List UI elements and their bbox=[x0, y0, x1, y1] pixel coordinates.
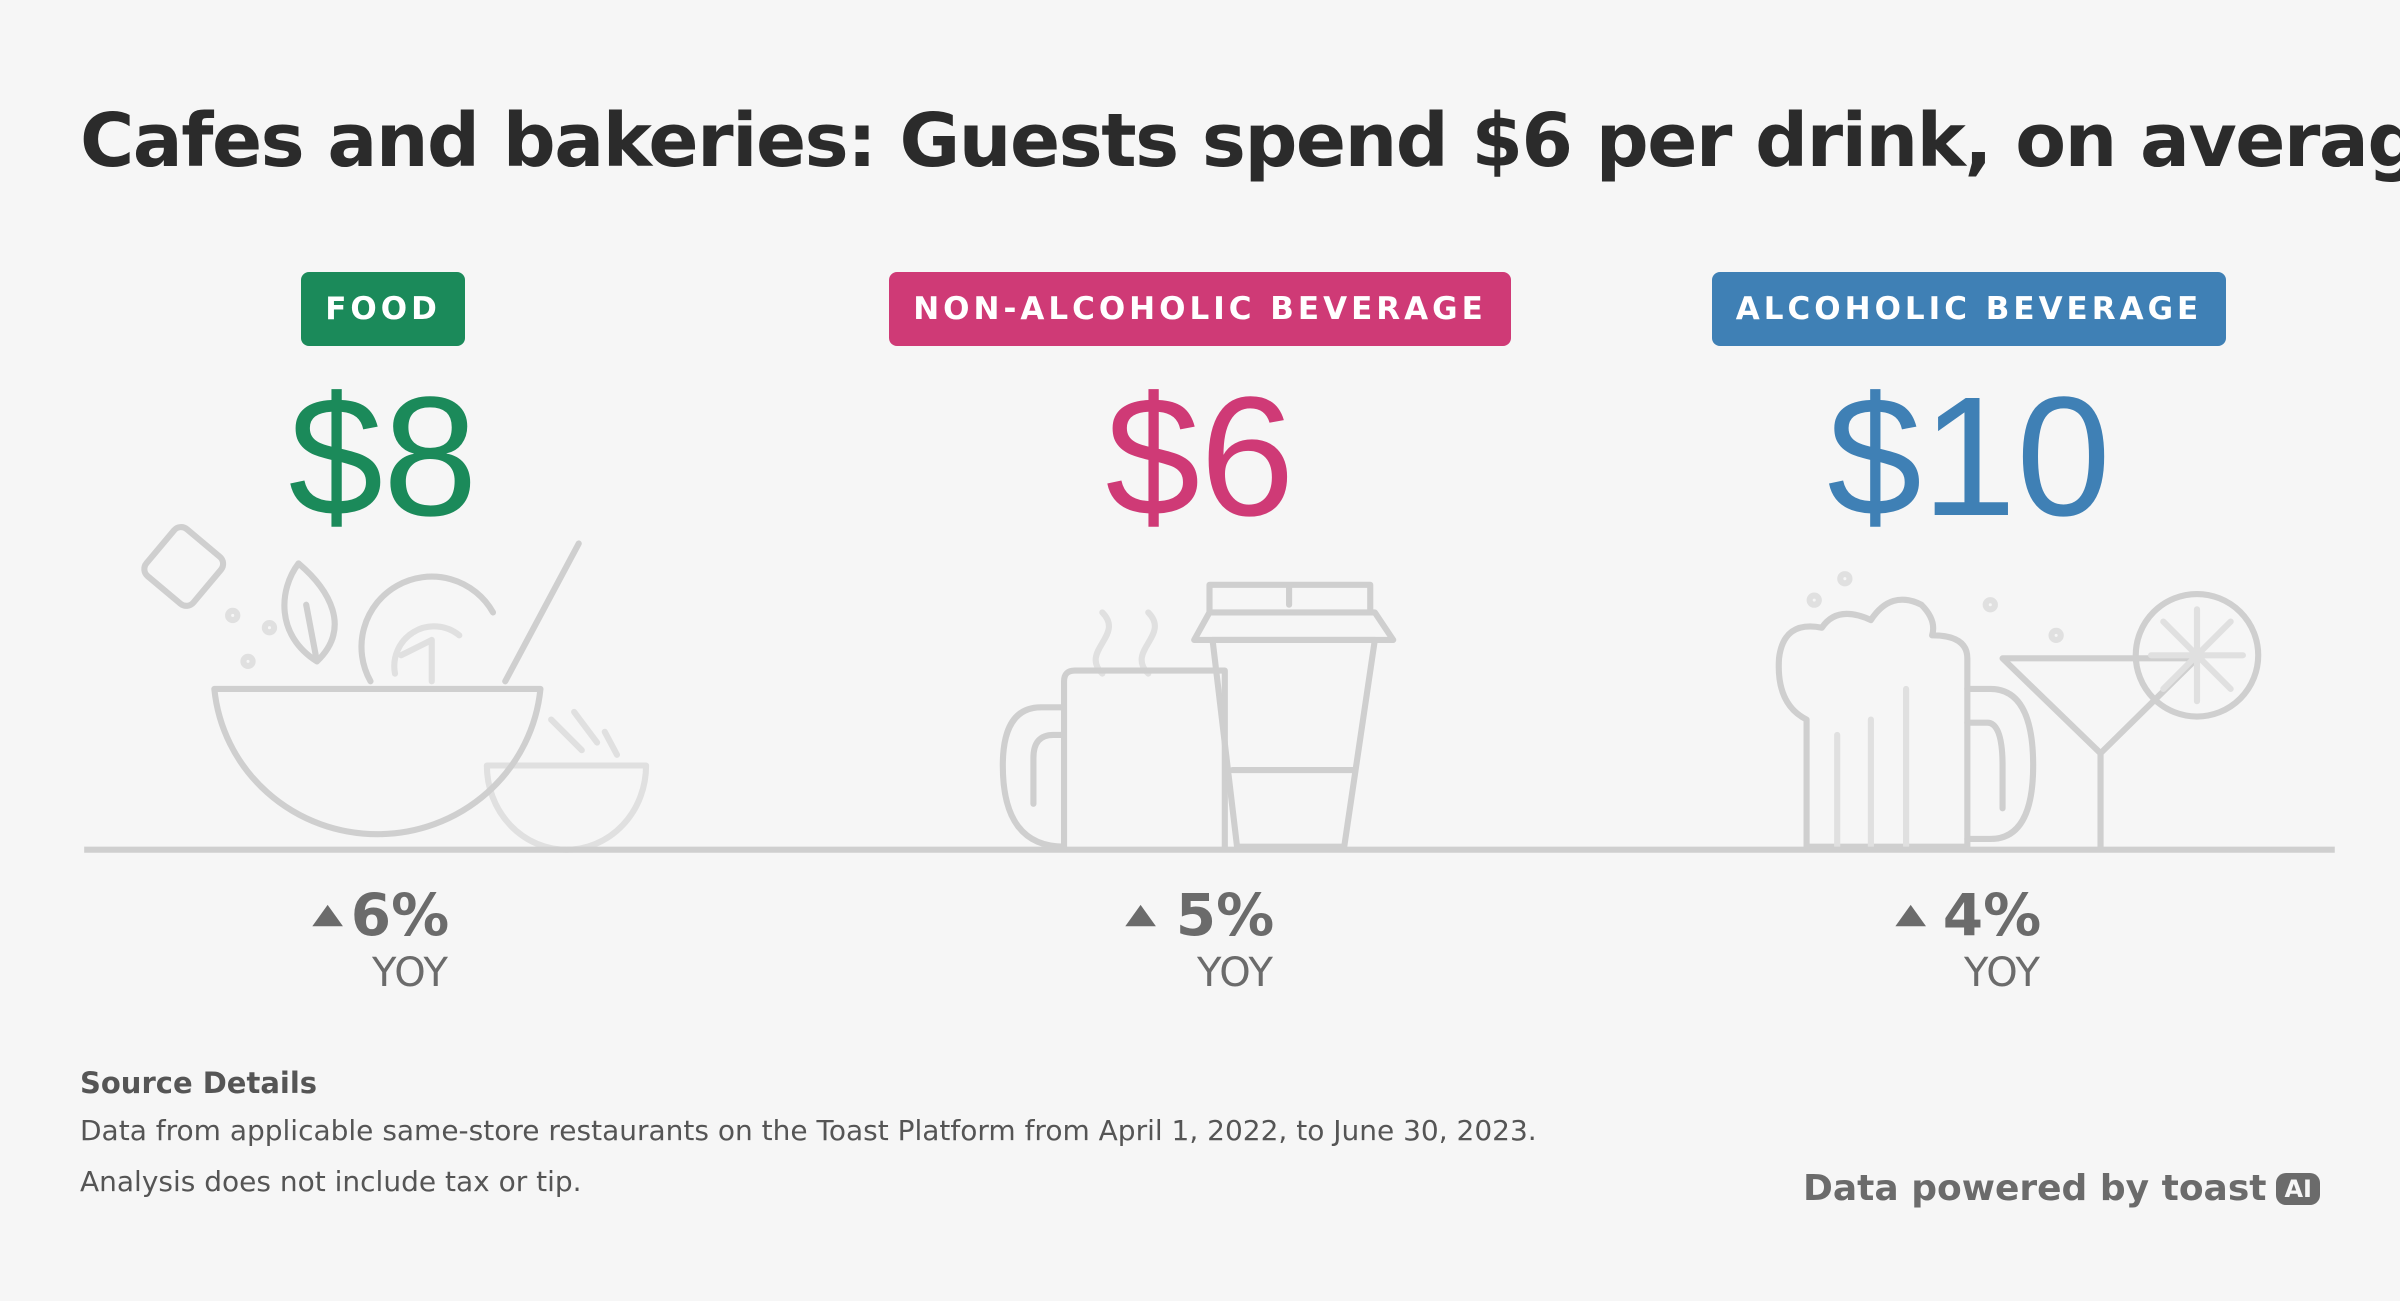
dot bbox=[261, 620, 278, 636]
change: 4% YOY bbox=[1792, 880, 2192, 996]
beer-lines-icon bbox=[1834, 685, 1910, 850]
change: 5% YOY bbox=[1025, 880, 1425, 996]
card: FOOD $8 bbox=[0, 272, 783, 542]
leaf-icon bbox=[281, 560, 338, 665]
lemon-icon bbox=[358, 573, 497, 685]
bowl-icon bbox=[211, 685, 544, 838]
spoon-icon bbox=[502, 540, 582, 685]
steam-icon bbox=[1092, 609, 1158, 677]
up-arrow bbox=[312, 904, 343, 927]
lime-icon bbox=[2132, 590, 2262, 720]
dot bbox=[1806, 592, 1822, 608]
change: 6% YOY bbox=[200, 880, 600, 996]
lime-slices-icon bbox=[2147, 606, 2246, 705]
lemon-slice-icon bbox=[391, 623, 463, 685]
source-line: Data from applicable same-store restaura… bbox=[80, 1114, 1537, 1147]
cube-icon bbox=[141, 524, 227, 609]
footer-text: Data powered by toast bbox=[1802, 1168, 2267, 1209]
footer: Data powered by toast AI bbox=[1803, 1168, 2320, 1209]
up-arrow bbox=[1125, 904, 1156, 927]
source-line: Analysis does not include tax or tip. bbox=[80, 1165, 582, 1198]
average-value: $10 bbox=[1827, 362, 2111, 552]
category-pill: FOOD bbox=[301, 272, 465, 346]
lid-icon bbox=[1191, 581, 1397, 644]
source-heading: Source Details bbox=[80, 1066, 318, 1100]
dot bbox=[1837, 571, 1853, 587]
category-pill: NON-ALCOHOLIC BEVERAGE bbox=[889, 272, 1511, 346]
martini-icon bbox=[1999, 655, 2201, 850]
change-value: 6% bbox=[350, 881, 450, 949]
dot bbox=[1982, 597, 1998, 613]
category-pill: ALCOHOLIC BEVERAGE bbox=[1711, 272, 2227, 346]
mug-icon bbox=[999, 667, 1228, 850]
rice-icon bbox=[548, 708, 621, 758]
cup-icon bbox=[1209, 636, 1378, 850]
average-value: $8 bbox=[288, 362, 478, 552]
change-value: 4% bbox=[1942, 881, 2042, 949]
handle-icon bbox=[1964, 685, 2037, 843]
average-value: $6 bbox=[1105, 362, 1295, 552]
period: YOY bbox=[1964, 950, 2040, 996]
beer-mug-icon bbox=[1775, 596, 1971, 850]
period: YOY bbox=[1197, 950, 1273, 996]
change-value: 5% bbox=[1175, 881, 1275, 949]
source: Source Details Data from applicable same… bbox=[80, 1066, 1537, 1216]
period: YOY bbox=[372, 950, 448, 996]
card: NON-ALCOHOLIC BEVERAGE $6 bbox=[800, 272, 1600, 542]
dot bbox=[240, 653, 256, 670]
up-arrow bbox=[1895, 904, 1926, 927]
dot bbox=[2048, 627, 2064, 644]
dot bbox=[225, 607, 241, 624]
small-bowl-icon bbox=[483, 762, 650, 853]
card: ALCOHOLIC BEVERAGE $10 bbox=[1569, 272, 2369, 542]
footer-badge: AI bbox=[2276, 1172, 2320, 1205]
title: Cafes and bakeries: Guests spend $6 per … bbox=[80, 98, 2400, 184]
icons bbox=[84, 524, 2335, 927]
